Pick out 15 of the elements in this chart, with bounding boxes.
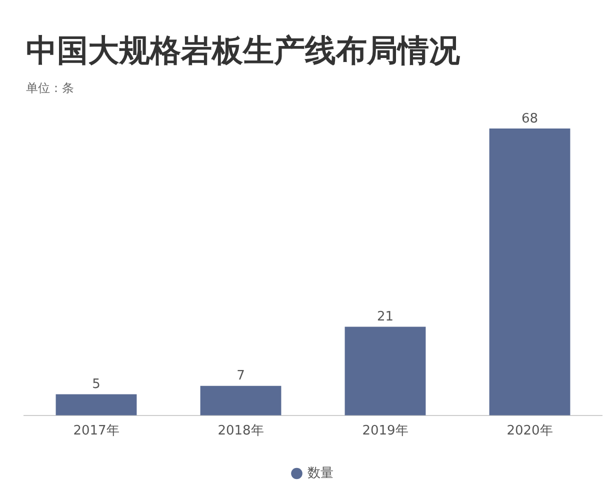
data-label: 7 xyxy=(236,368,245,384)
bar xyxy=(489,128,570,416)
bar xyxy=(200,386,282,416)
chart-subtitle: 单位：条 xyxy=(26,80,74,97)
x-tick-label: 2019年 xyxy=(362,424,408,439)
x-tick-label: 2017年 xyxy=(73,424,120,439)
x-tick-label: 2018年 xyxy=(218,424,264,439)
legend-label: 数量 xyxy=(307,466,334,481)
x-tick-label: 2020年 xyxy=(506,424,553,439)
chart-title: 中国大规格岩板生产线布局情况 xyxy=(26,32,460,71)
data-label: 68 xyxy=(521,111,538,126)
data-label: 21 xyxy=(376,310,394,325)
data-label: 5 xyxy=(92,377,100,392)
bar xyxy=(344,326,426,416)
bar xyxy=(56,394,137,416)
